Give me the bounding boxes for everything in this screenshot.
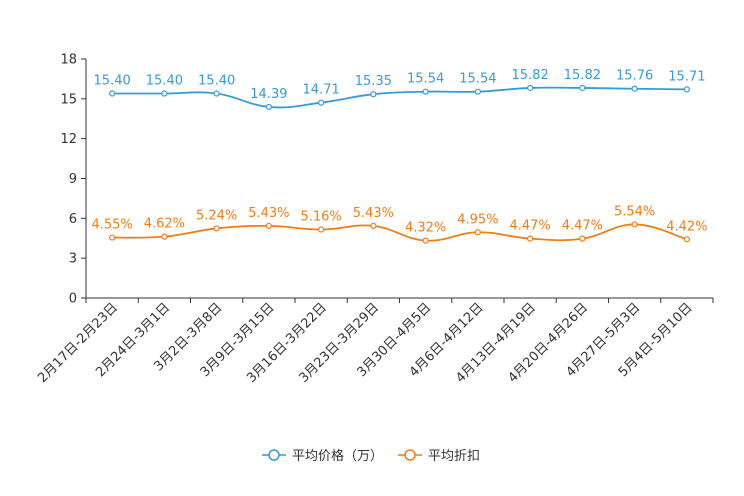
data-label: 14.71: [303, 83, 340, 98]
data-point[interactable]: [370, 222, 377, 230]
data-label: 15.40: [94, 74, 131, 89]
data-point[interactable]: [527, 84, 534, 92]
data-label: 5.54%: [614, 204, 655, 219]
y-tick-label: 9: [69, 172, 77, 187]
series-layer: 15.40 15.40 15.40 14.39 14.71 15.35 15.54 15.54…: [91, 68, 708, 244]
y-tick-label: 15: [60, 92, 77, 107]
data-label: 15.40: [146, 74, 183, 89]
legend-item-discount[interactable]: 平均折扣: [398, 449, 480, 464]
data-label: 15.54: [407, 72, 444, 87]
series-line-discount: [112, 223, 688, 242]
data-label: 5.16%: [300, 209, 341, 224]
data-point[interactable]: [318, 99, 325, 106]
data-point[interactable]: [109, 234, 116, 241]
data-point[interactable]: [527, 235, 534, 242]
data-point[interactable]: [474, 88, 481, 95]
data-label: 4.55%: [91, 218, 132, 233]
y-tick-label: 3: [69, 252, 77, 267]
data-point[interactable]: [161, 233, 168, 240]
data-point[interactable]: [109, 90, 116, 97]
series-price: 15.40 15.40 15.40 14.39 14.71 15.35 15.54 15.54…: [94, 68, 705, 111]
data-point[interactable]: [213, 225, 220, 232]
legend-marker-price: [268, 449, 280, 461]
data-label: 5.43%: [248, 206, 289, 221]
data-point[interactable]: [213, 90, 220, 97]
data-point[interactable]: [422, 237, 429, 244]
data-label: 4.32%: [405, 221, 446, 236]
data-label: 15.40: [198, 74, 235, 89]
data-point[interactable]: [579, 84, 586, 92]
data-label: 15.71: [668, 69, 705, 84]
data-label: 5.24%: [196, 208, 237, 223]
y-tick-label: 12: [60, 132, 77, 147]
data-point[interactable]: [265, 222, 272, 230]
data-label: 5.43%: [353, 206, 394, 221]
legend-marker-discount: [404, 449, 416, 461]
series-discount: 4.55% 4.62% 5.24% 5.43% 5.16% 5.43% 4.32% 4.95%…: [91, 204, 708, 244]
series-line-price: [112, 86, 687, 109]
data-point[interactable]: [683, 86, 690, 93]
data-label: 15.54: [459, 72, 496, 87]
legend-label-discount: 平均折扣: [428, 449, 480, 464]
y-tick-label: 6: [69, 212, 77, 227]
data-point[interactable]: [422, 88, 429, 95]
data-point[interactable]: [631, 221, 638, 228]
data-label: 4.42%: [666, 219, 707, 234]
data-point[interactable]: [265, 103, 272, 111]
data-point[interactable]: [474, 229, 481, 236]
y-tick-label: 0: [69, 292, 77, 307]
legend-item-price[interactable]: 平均价格（万）: [262, 448, 383, 464]
data-label: 15.76: [616, 69, 653, 84]
data-label: 15.35: [355, 74, 392, 89]
data-point[interactable]: [161, 90, 168, 97]
data-point[interactable]: [318, 226, 325, 233]
data-label: 4.62%: [144, 217, 185, 232]
data-point[interactable]: [631, 85, 638, 92]
data-label: 15.82: [564, 68, 601, 83]
data-label: 14.39: [250, 87, 287, 102]
data-point[interactable]: [370, 91, 377, 98]
data-label: 4.95%: [457, 212, 498, 227]
data-point[interactable]: [579, 235, 586, 242]
data-label: 4.47%: [562, 219, 603, 234]
data-label: 4.47%: [509, 219, 550, 234]
data-point[interactable]: [683, 236, 690, 243]
data-label: 15.82: [512, 68, 549, 83]
y-tick-label: 18: [60, 53, 77, 68]
legend: 平均价格（万） 平均折扣: [262, 448, 480, 464]
legend-label-price: 平均价格（万）: [292, 448, 383, 464]
